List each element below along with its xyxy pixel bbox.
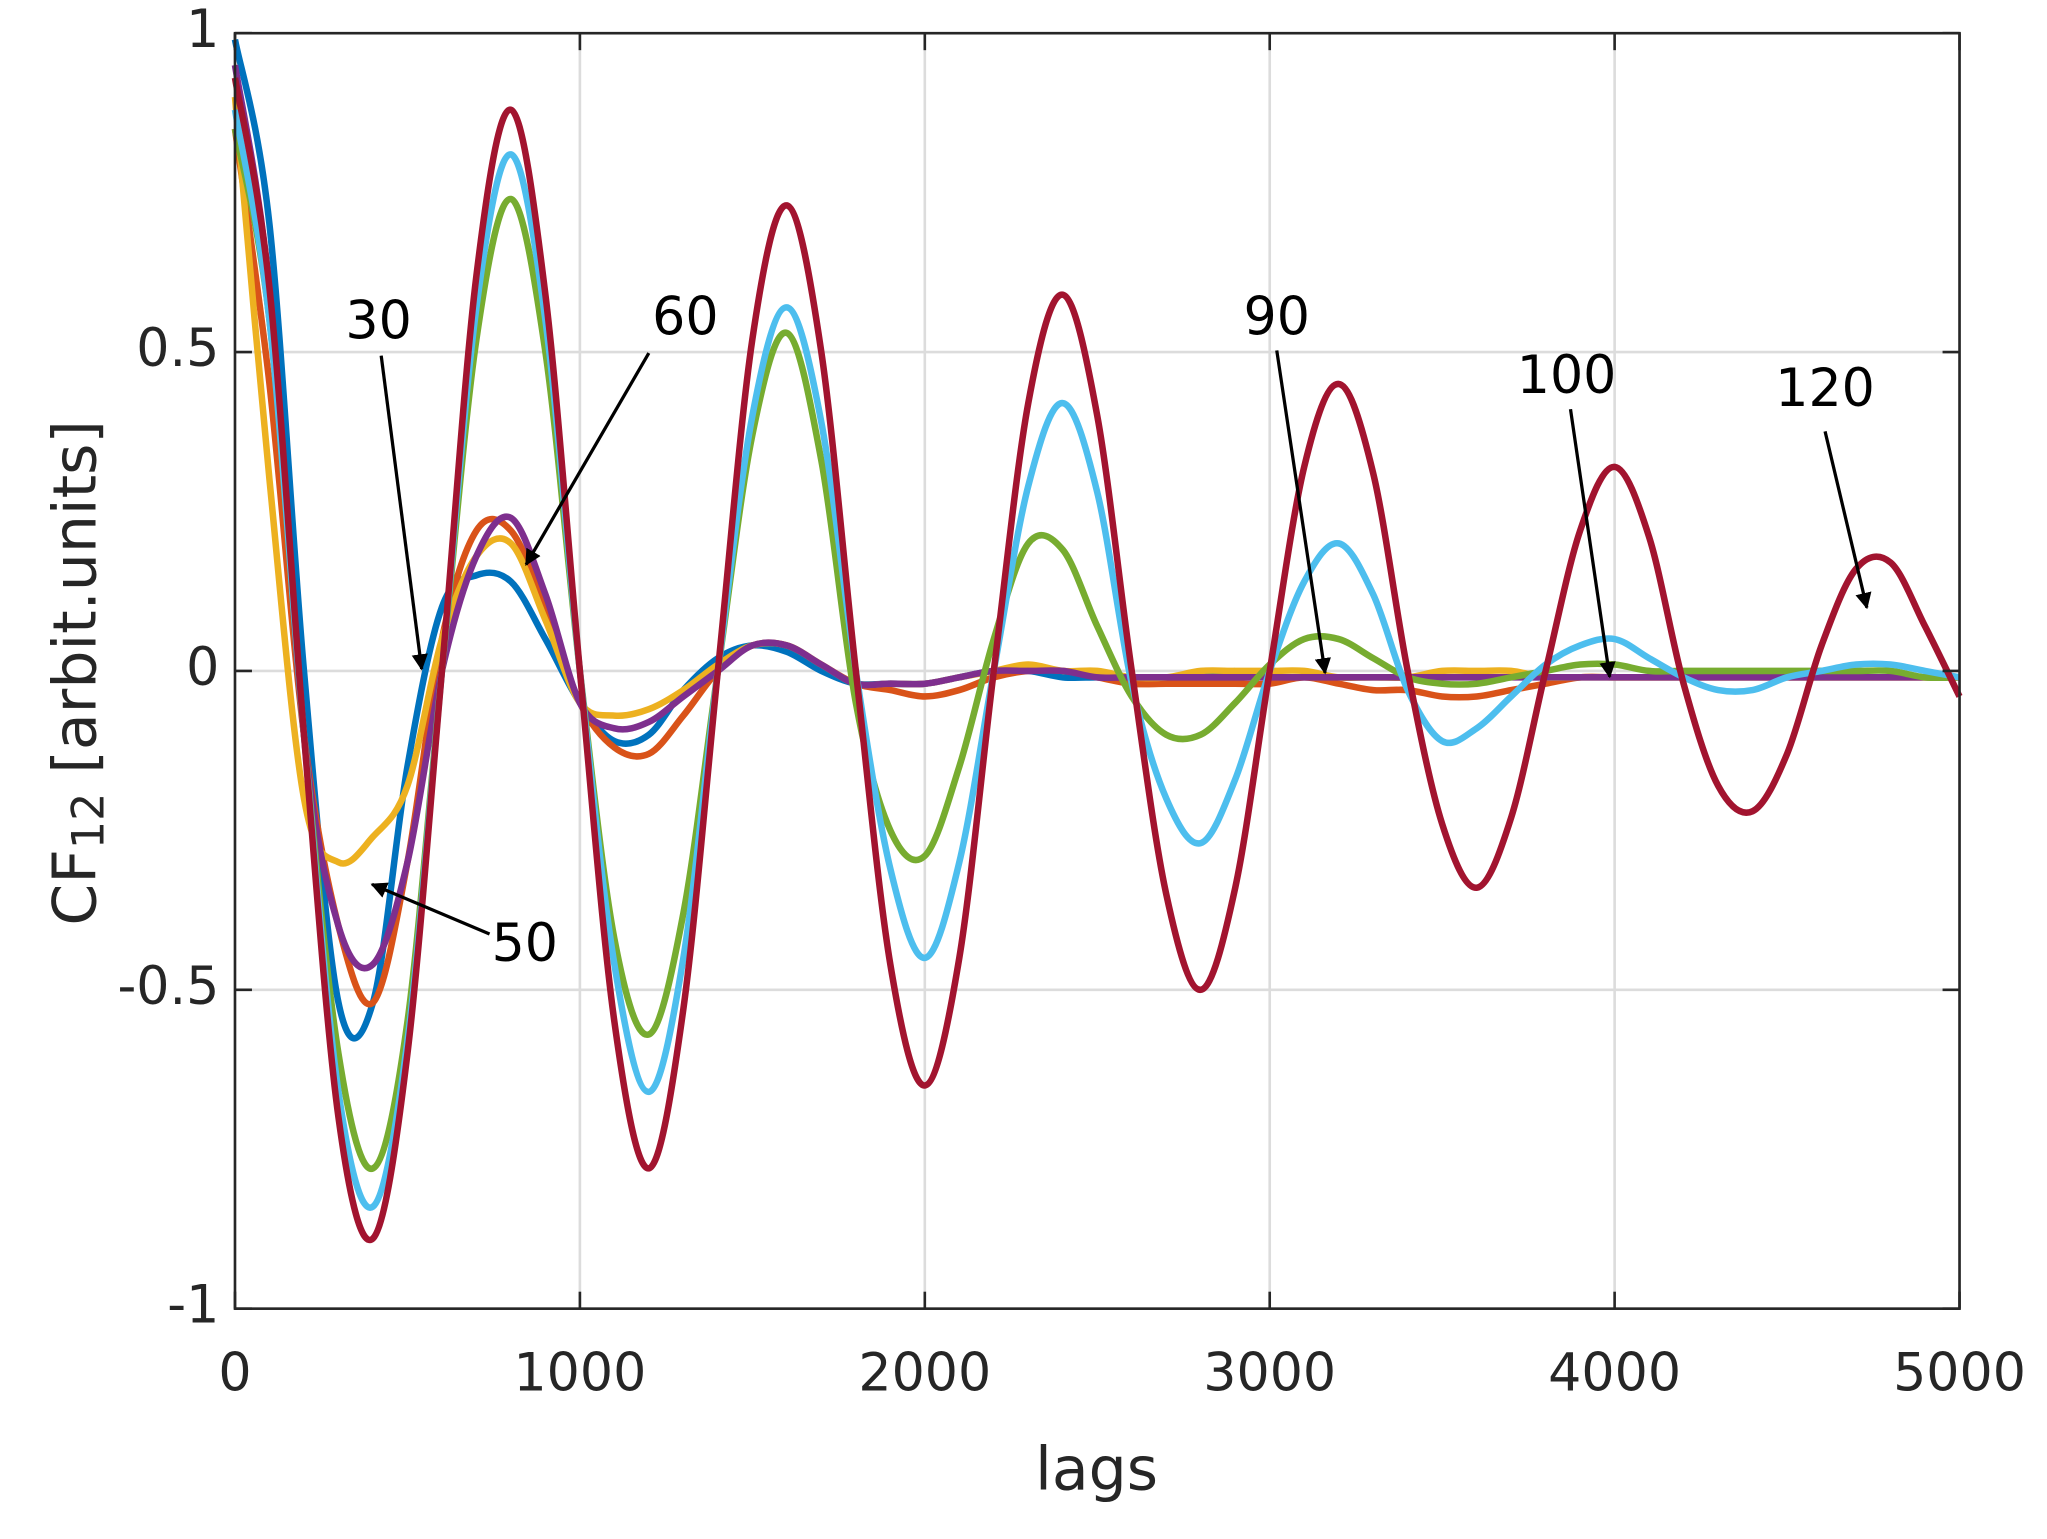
annotation-arrow bbox=[370, 882, 491, 936]
x-tick-label: 3000 bbox=[1203, 1344, 1336, 1404]
annotation-arrow bbox=[1823, 431, 1872, 610]
y-tick-label: 0 bbox=[186, 638, 219, 698]
series-line bbox=[231, 109, 1961, 1211]
annotation: 120 bbox=[1775, 359, 1875, 419]
annotation-arrow bbox=[524, 352, 651, 566]
y-tick-label: 0.5 bbox=[136, 319, 219, 379]
series-line bbox=[231, 77, 1963, 1244]
y-label-main: CF bbox=[40, 849, 110, 925]
y-label-sub: 12 bbox=[63, 793, 114, 849]
x-tick-label: 2000 bbox=[858, 1344, 991, 1404]
y-tick-label: -0.5 bbox=[117, 957, 219, 1017]
x-tick-label: 0 bbox=[218, 1344, 251, 1404]
annotation: 30 bbox=[345, 291, 411, 351]
annotation: 90 bbox=[1244, 287, 1310, 347]
series-line bbox=[231, 128, 1960, 1008]
y-label-unit: [arbit.units] bbox=[40, 420, 110, 792]
y-tick-label: -1 bbox=[167, 1276, 219, 1336]
y-axis-label: CF12 [arbit.units] bbox=[40, 420, 114, 925]
x-tick-label: 5000 bbox=[1893, 1344, 2026, 1404]
x-tick-label: 1000 bbox=[513, 1344, 646, 1404]
annotation-arrow bbox=[1275, 350, 1331, 675]
annotation: 50 bbox=[492, 914, 558, 974]
annotation-arrow bbox=[1568, 408, 1616, 679]
series-line bbox=[231, 64, 1960, 972]
x-tick-label: 4000 bbox=[1548, 1344, 1681, 1404]
annotation: 60 bbox=[652, 287, 718, 347]
annotation-arrow bbox=[379, 355, 428, 671]
series-line bbox=[231, 128, 1960, 1172]
y-tick-label: 1 bbox=[186, 0, 219, 60]
annotation: 100 bbox=[1517, 346, 1617, 406]
x-axis-label: lags bbox=[1035, 1435, 1158, 1505]
